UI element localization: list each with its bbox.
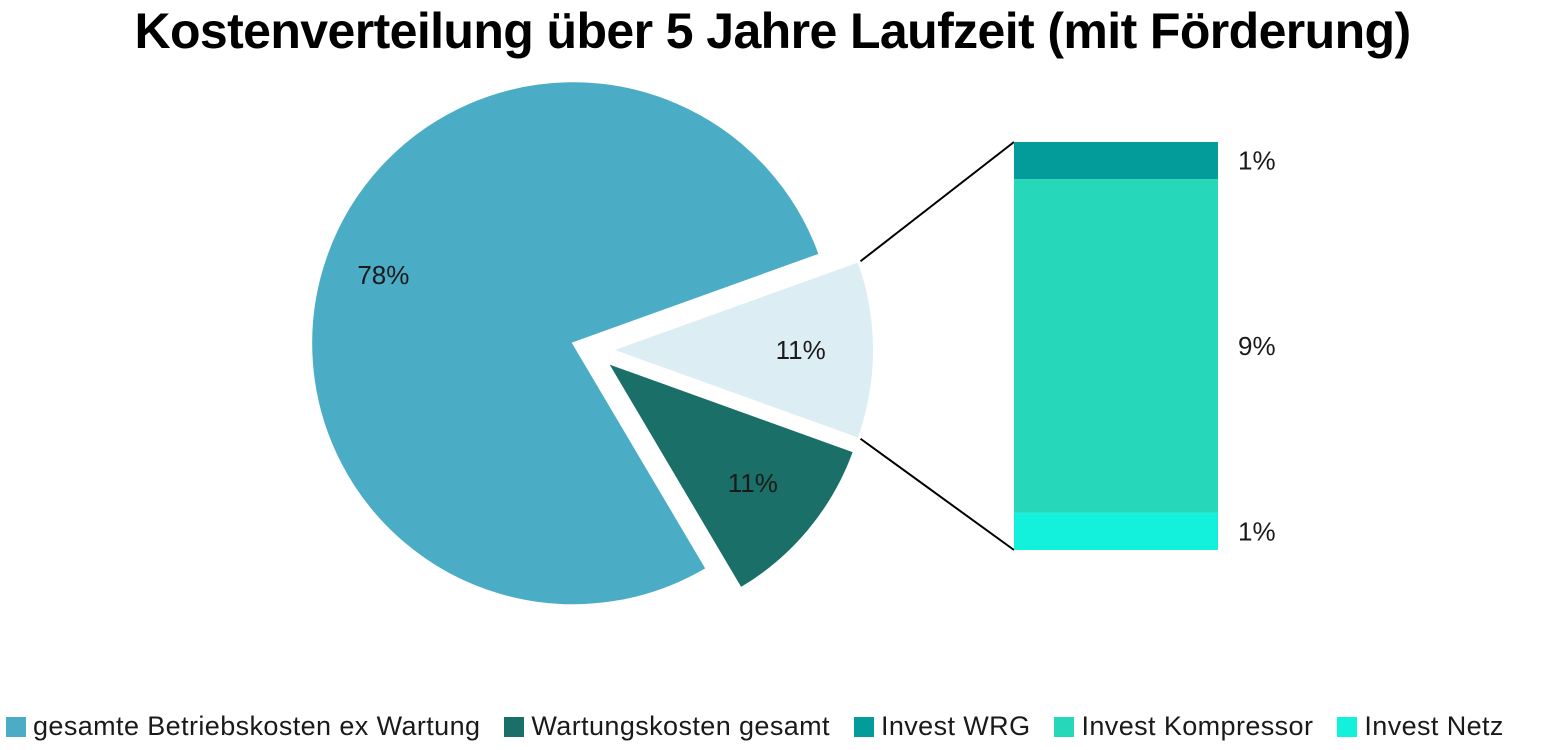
pie-slice-wartungskosten-gesamt	[605, 360, 856, 590]
legend-swatch	[853, 716, 874, 737]
legend-item-wartungskosten-gesamt: Wartungskosten gesamt	[504, 711, 830, 742]
legend-label: Invest WRG	[880, 711, 1031, 741]
legend-swatch	[6, 716, 26, 737]
chart-title: Kostenverteilung über 5 Jahre Laufzeit (…	[134, 3, 1411, 59]
bar-segment-invest-wrg	[1014, 142, 1218, 180]
pie-group: 11% 78% 11%	[310, 80, 875, 607]
connector-lines	[859, 141, 1015, 551]
legend-label: Wartungskosten gesamt	[531, 711, 830, 741]
legend-label: gesamte Betriebskosten ex Wartung	[33, 711, 481, 741]
pie-slice-gesamte-betriebskosten-ex-wartung	[310, 80, 821, 607]
bar-segment-invest-netz	[1014, 512, 1218, 550]
pie-label-invest: 11%	[776, 335, 826, 365]
legend-item-invest-kompressor: Invest Kompressor	[1054, 711, 1313, 742]
legend-item-invest-wrg: Invest WRG	[853, 711, 1031, 742]
pie-slice-invest	[609, 259, 875, 441]
bar-label-invest-netz: 1%	[1238, 516, 1276, 546]
legend: gesamte Betriebskosten ex Wartung Wartung…	[6, 711, 1528, 742]
legend-item-invest-netz: Invest Netz	[1337, 711, 1503, 742]
stacked-bar-group: 1% 9% 1%	[1014, 142, 1276, 550]
bar-label-invest-wrg: 1%	[1238, 146, 1276, 176]
pie-label-gesamte-betriebskosten-ex-wartung: 78%	[357, 260, 409, 290]
legend-swatch	[1337, 716, 1358, 737]
legend-item-gesamte-betriebskosten-ex-wartung: gesamte Betriebskosten ex Wartung	[6, 711, 480, 742]
legend-label: Invest Kompressor	[1081, 711, 1314, 741]
connector-line-bottom	[859, 437, 1015, 551]
bar-label-invest-kompressor: 9%	[1238, 331, 1276, 361]
legend-swatch	[504, 716, 525, 737]
pie-label-wartungskosten-gesamt: 11%	[728, 468, 778, 498]
bar-segment-invest-kompressor	[1014, 179, 1218, 513]
legend-label: Invest Netz	[1364, 711, 1504, 741]
connector-line-top	[859, 141, 1015, 263]
legend-swatch	[1054, 716, 1075, 737]
